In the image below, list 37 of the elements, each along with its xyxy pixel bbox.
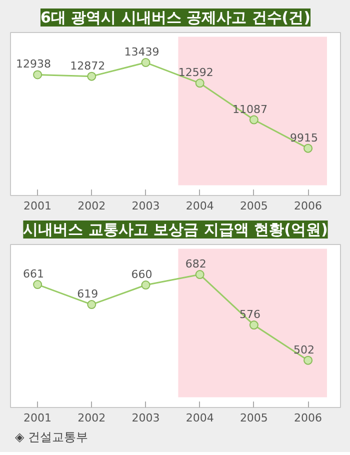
chart-title: 6대 광역시 시내버스 공제사고 건수(건) (40, 8, 311, 26)
text: ◈ 건설교통부 (15, 429, 88, 446)
point (249, 115, 258, 124)
data-label: 13439 (124, 46, 160, 59)
data-label: 12938 (16, 58, 52, 71)
chart-title: 시내버스 교통사고 보상금 지급액 현황(억원) (23, 220, 328, 238)
point (304, 144, 313, 153)
x-tick-label: 2003 (132, 200, 160, 212)
point (87, 72, 96, 81)
x-tick-label: 2006 (294, 200, 322, 212)
x-tick-label: 2003 (132, 412, 160, 424)
point (141, 58, 150, 68)
x-tick-label: 2004 (186, 412, 214, 424)
point (87, 300, 96, 310)
data-label: 502 (294, 343, 315, 356)
data-label: 660 (131, 268, 152, 282)
x-tick-label: 2006 (294, 412, 322, 424)
x-tick-label: 2005 (240, 412, 268, 424)
x-tick-label: 2005 (240, 200, 268, 212)
point (249, 320, 258, 330)
x-tick-label: 2001 (24, 200, 52, 212)
point (33, 280, 42, 290)
point (195, 78, 204, 88)
x-tick-label: 2004 (186, 200, 214, 212)
data-label: 9915 (290, 131, 318, 144)
point (141, 280, 150, 290)
point (195, 270, 204, 280)
data-label: 619 (77, 288, 98, 301)
x-tick-label: 2002 (78, 412, 106, 424)
x-tick-label: 2002 (78, 200, 106, 212)
data-label: 682 (185, 258, 206, 271)
x-tick-label: 2001 (24, 412, 52, 424)
data-label: 661 (23, 268, 44, 281)
data-label: 12872 (70, 59, 106, 72)
point (304, 356, 313, 365)
data-label: 12592 (178, 66, 214, 80)
point (33, 70, 42, 80)
